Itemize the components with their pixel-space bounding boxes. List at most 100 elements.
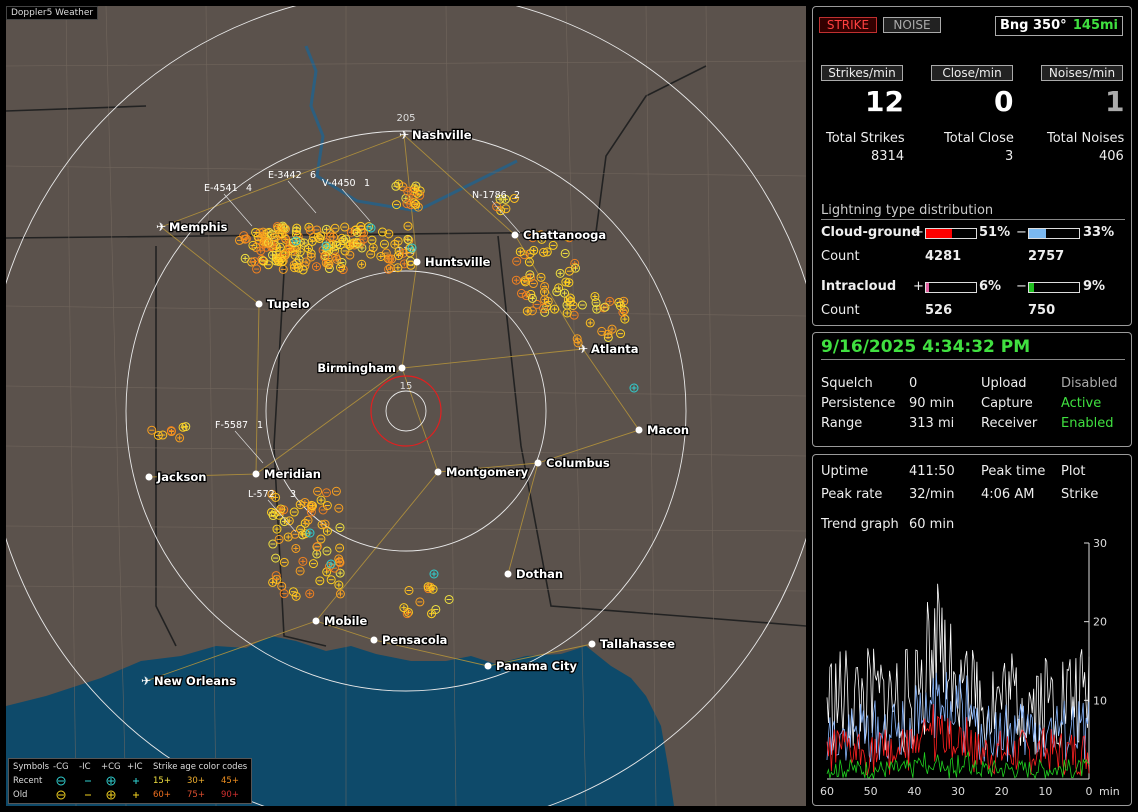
strike-marker — [390, 239, 400, 249]
trend-graph-value[interactable]: 60 min — [909, 517, 955, 532]
city-dot — [635, 426, 643, 434]
city-meridian: Meridian — [252, 466, 322, 482]
legend-age-60: 60+ — [153, 790, 171, 800]
strike-marker — [357, 259, 367, 269]
strike-marker — [295, 500, 305, 510]
trend-y-tick: 30 — [1093, 537, 1107, 550]
plot-value[interactable]: Strike — [1061, 487, 1099, 502]
cg-negative-bar-fill — [1029, 229, 1046, 238]
trend-x-tick: 10 — [1038, 785, 1052, 798]
storm-count: 4 — [246, 183, 252, 194]
trend-x-unit: min — [1099, 785, 1120, 798]
strike-marker — [247, 257, 257, 267]
city-dot — [511, 231, 519, 239]
city-jackson: Jackson — [145, 469, 208, 485]
bearing-label: Bng 350° — [1000, 18, 1067, 33]
county-lines — [6, 6, 806, 806]
city-label: Montgomery — [446, 465, 529, 479]
close-per-min-button[interactable]: Close/min — [931, 65, 1013, 81]
legend-age-45: 45+ — [221, 776, 239, 786]
app-title: Doppler5 Weather — [6, 6, 99, 20]
strike-marker — [600, 302, 610, 312]
strike-marker — [520, 277, 530, 287]
squelch-value: 0 — [909, 376, 918, 391]
strike-marker — [539, 247, 549, 257]
city-mobile: Mobile — [312, 613, 369, 629]
strike-marker — [384, 229, 394, 239]
strike-marker — [592, 304, 602, 314]
lightning-map[interactable]: 30020511015 ✈Nashville✈MemphisChattanoog… — [6, 6, 806, 806]
strike-marker — [273, 223, 283, 233]
strike-marker — [564, 278, 574, 288]
strike-marker — [289, 507, 299, 517]
strike-marker — [376, 251, 386, 261]
total-close-value: 3 — [1005, 149, 1014, 164]
ic-positive-bar — [925, 282, 977, 293]
storm-count: 2 — [514, 190, 520, 201]
city-pensacola: Pensacola — [370, 632, 449, 648]
strike-marker — [279, 517, 289, 527]
strike-marker — [279, 557, 289, 567]
strike-marker — [341, 234, 351, 244]
ic-negative-bar — [1028, 282, 1080, 293]
strike-marker — [335, 543, 345, 553]
total-noises-value: 406 — [1099, 149, 1124, 164]
city-label: Huntsville — [425, 255, 491, 269]
trend-line-negative-cg — [826, 672, 1090, 763]
strike-marker — [303, 515, 313, 525]
strike-marker — [290, 529, 300, 539]
status-panel: 9/16/2025 4:34:32 PM Squelch 0 Upload Di… — [812, 332, 1132, 447]
strike-marker — [562, 231, 572, 241]
strike-marker — [444, 594, 454, 604]
strike-marker — [359, 234, 369, 244]
strike-marker — [241, 234, 251, 244]
strike-marker — [279, 589, 289, 599]
strike-marker — [296, 524, 306, 534]
total-strikes-label: Total Strikes — [826, 131, 905, 146]
total-strikes-value: 8314 — [871, 149, 905, 164]
strike-marker — [415, 597, 425, 607]
range-label: 15 — [400, 381, 413, 392]
strike-marker — [274, 534, 284, 544]
state-borders — [6, 65, 806, 647]
city-dot — [534, 459, 542, 467]
legend-symbol-glyphs — [56, 776, 139, 800]
map-canvas[interactable]: 30020511015 ✈Nashville✈MemphisChattanoog… — [6, 6, 806, 806]
strike-marker — [276, 504, 286, 514]
noise-button[interactable]: NOISE — [883, 17, 941, 33]
noises-per-min-button[interactable]: Noises/min — [1041, 65, 1123, 81]
strike-marker — [515, 247, 525, 257]
strike-marker — [298, 265, 308, 275]
strike-marker — [306, 507, 316, 517]
cg-plus-sign: + — [913, 225, 924, 240]
trend-line-intracloud — [826, 751, 1090, 780]
strike-button[interactable]: STRIKE — [819, 17, 877, 33]
strike-marker — [403, 221, 413, 231]
strike-marker — [404, 585, 414, 595]
storm-id: V-4450 — [322, 178, 356, 189]
city-new-orleans: ✈ New Orleans — [141, 673, 237, 690]
strike-marker — [277, 257, 287, 267]
legend-age-15: 15+ — [153, 776, 171, 786]
city-label: Pensacola — [382, 633, 447, 647]
strike-marker — [153, 430, 163, 440]
cg-positive-bar-fill — [926, 229, 952, 238]
storm-labels: E-3442 6 E-4541 4 V-4450 1 N-1786 2 F-5587 1 L-572… — [204, 170, 521, 533]
strike-marker — [322, 501, 332, 511]
strike-marker — [275, 242, 285, 252]
city-label: Macon — [647, 423, 689, 437]
trend-panel: Uptime 411:50 Peak time Plot Peak rate 3… — [812, 454, 1132, 806]
strikes-per-min-button[interactable]: Strikes/min — [821, 65, 903, 81]
strike-marker — [291, 543, 301, 553]
strike-marker — [566, 296, 576, 306]
strike-marker — [322, 567, 332, 577]
city-label: Jackson — [156, 470, 206, 484]
receiver-label: Receiver — [981, 416, 1038, 431]
strike-marker — [597, 326, 607, 336]
strike-marker — [398, 182, 408, 192]
legend-age-90: 90+ — [221, 790, 239, 800]
storm-id: E-4541 — [204, 183, 238, 194]
strike-marker — [607, 324, 617, 334]
city-label: Tallahassee — [600, 637, 675, 651]
city-dot — [588, 640, 596, 648]
